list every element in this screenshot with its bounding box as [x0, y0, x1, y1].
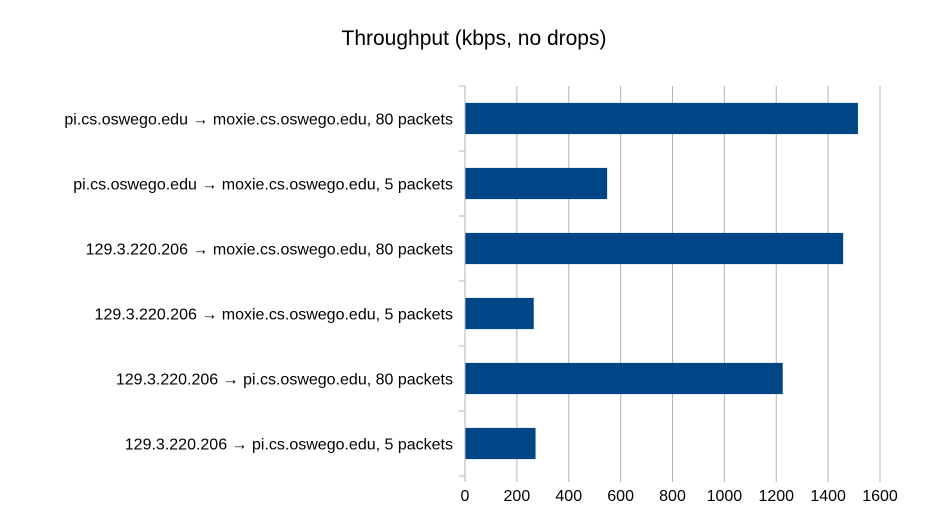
bar: [465, 362, 783, 395]
bar: [465, 102, 858, 135]
bars: [465, 102, 858, 460]
x-tick-label: 600: [607, 488, 634, 505]
category-labels: pi.cs.oswego.edu → moxie.cs.oswego.edu, …: [64, 112, 453, 454]
bar: [465, 167, 608, 200]
x-tick-label: 0: [461, 488, 470, 505]
x-tick-label: 1000: [707, 488, 743, 505]
category-label: 129.3.220.206 → pi.cs.oswego.edu, 80 pac…: [116, 372, 453, 389]
x-tick-label: 1600: [862, 488, 898, 505]
x-tick-label: 800: [659, 488, 686, 505]
tick-labels: 0 200 400 600 800 1000 1200 1400 1600: [461, 488, 898, 505]
x-tick-label: 200: [504, 488, 531, 505]
category-label: 129.3.220.206 → moxie.cs.oswego.edu, 80 …: [86, 242, 453, 259]
chart-title: Throughput (kbps, no drops): [342, 27, 607, 50]
category-label: pi.cs.oswego.edu → moxie.cs.oswego.edu, …: [73, 177, 453, 194]
category-label: 129.3.220.206 → moxie.cs.oswego.edu, 5 p…: [95, 307, 453, 324]
bar: [465, 297, 534, 330]
x-tick-label: 1400: [810, 488, 846, 505]
x-tick-label: 1200: [758, 488, 794, 505]
bar: [465, 232, 844, 265]
bar: [465, 427, 536, 460]
gridlines: [516, 86, 881, 476]
category-label: 129.3.220.206 → pi.cs.oswego.edu, 5 pack…: [125, 437, 453, 454]
axes: [459, 85, 881, 482]
category-label: pi.cs.oswego.edu → moxie.cs.oswego.edu, …: [64, 112, 453, 129]
x-tick-label: 400: [555, 488, 582, 505]
